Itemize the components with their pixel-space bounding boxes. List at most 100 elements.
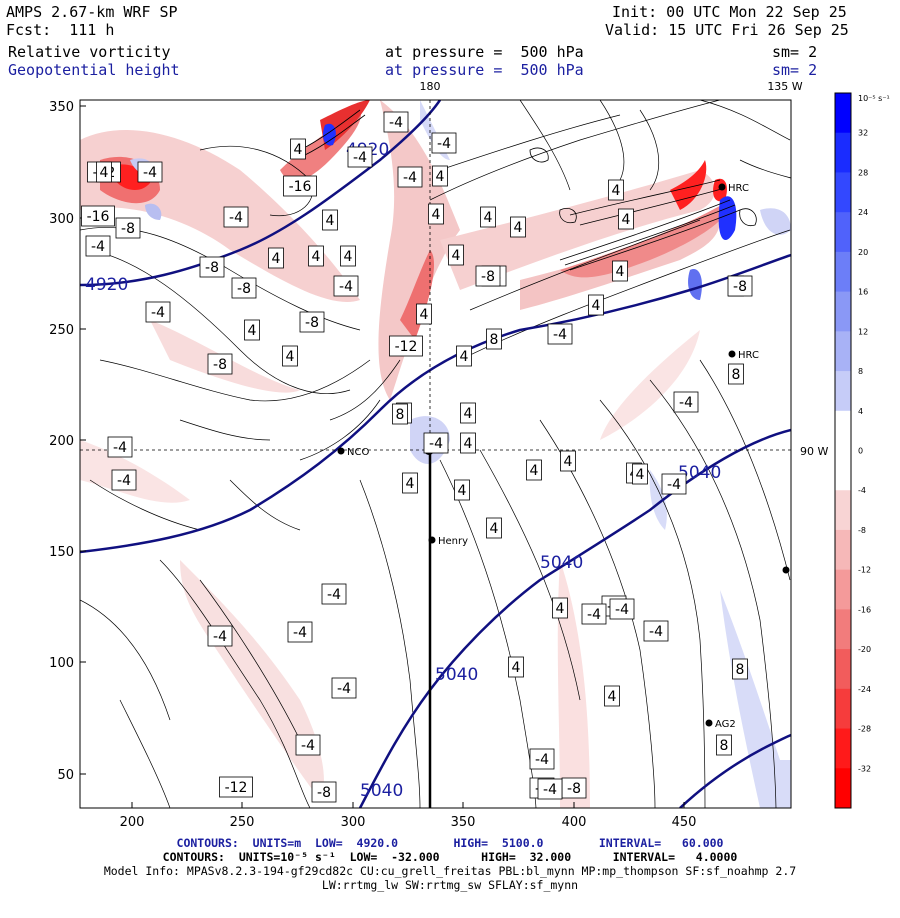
vorticity-label: -4 (643, 620, 669, 642)
station-label: NCO (347, 447, 369, 458)
vorticity-label: -4 (111, 469, 137, 491)
vorticity-label: -4 (397, 166, 423, 188)
colorbar-segment (835, 291, 851, 332)
vorticity-label: -8 (561, 777, 587, 799)
colorbar-tick: -24 (858, 685, 871, 694)
colorbar-tick: 28 (858, 168, 868, 177)
colorbar-segment (835, 132, 851, 173)
vorticity-label: 4 (322, 209, 338, 231)
meridian-135w-label: 135 W (767, 80, 802, 93)
colorbar-tick: 0 (858, 447, 863, 456)
vorticity-label: -4 (333, 275, 359, 297)
svg-text:-4: -4 (151, 305, 165, 321)
vorticity-label: 4 (290, 138, 306, 160)
colorbar-tick: 8 (858, 367, 863, 376)
y-tick: 150 (49, 545, 74, 560)
svg-text:4: 4 (530, 463, 539, 479)
vorticity-label: 4 (460, 402, 476, 424)
svg-text:-8: -8 (733, 279, 747, 295)
svg-text:4: 4 (490, 521, 499, 537)
svg-text:4: 4 (464, 406, 473, 422)
vorticity-label: -8 (199, 256, 225, 278)
vorticity-label: 4 (612, 260, 628, 282)
svg-text:4: 4 (312, 249, 321, 265)
svg-text:-8: -8 (121, 221, 135, 237)
height-label: 5040 (435, 665, 478, 685)
svg-text:4: 4 (460, 349, 469, 365)
meridian-90w-label: 90 W (800, 445, 828, 458)
colorbar-tick: -32 (858, 764, 871, 773)
vorticity-label: 4 (632, 463, 648, 485)
pressure-level-vorticity: at pressure = 500 hPa (385, 43, 584, 61)
vorticity-labels: -12-4-16-8-16-4-8-8-8-8-4-44444-444-4-12… (81, 111, 753, 803)
svg-text:4: 4 (420, 307, 429, 323)
vorticity-label: 4 (432, 165, 448, 187)
colorbar-segment (835, 768, 851, 809)
map-panel: 200 250 300 350 400 450 350 300 250 200 … (49, 80, 828, 830)
x-tick: 250 (230, 815, 255, 830)
svg-text:-12: -12 (395, 339, 418, 355)
vorticity-label: 4 (244, 319, 260, 341)
height-label: 4920 (85, 275, 128, 295)
svg-text:4: 4 (484, 210, 493, 226)
x-tick: 300 (341, 815, 366, 830)
y-tick: 100 (49, 656, 74, 671)
y-tick: 350 (49, 100, 74, 115)
vorticity-label: 4 (604, 685, 620, 707)
height-labels: 4920 4920 5040 5040 5040 5040 (85, 140, 721, 801)
vorticity-label: -4 (295, 734, 321, 756)
svg-text:4: 4 (286, 349, 295, 365)
colorbar-tick: -20 (858, 645, 871, 654)
svg-text:-4: -4 (213, 629, 227, 645)
svg-text:4: 4 (622, 212, 631, 228)
height-label: 5040 (360, 781, 403, 801)
vorticity-label: -4 (321, 583, 347, 605)
vorticity-label: 4 (454, 479, 470, 501)
svg-text:-4: -4 (337, 681, 351, 697)
station-marker (337, 447, 345, 455)
colorbar-segment (835, 649, 851, 690)
meridian-180-label: 180 (420, 80, 441, 93)
svg-text:-4: -4 (113, 440, 127, 456)
vorticity-label: 4 (552, 597, 568, 619)
vorticity-label: 4 (456, 345, 472, 367)
vorticity-label: -4 (547, 323, 573, 345)
vorticity-label: -8 (475, 265, 501, 287)
height-label: 5040 (540, 553, 583, 573)
colorbar-segment (835, 529, 851, 571)
svg-text:-4: -4 (403, 170, 417, 186)
svg-text:-4: -4 (327, 587, 341, 603)
colorbar-tick: -8 (858, 526, 866, 535)
svg-text:-4: -4 (91, 239, 105, 255)
colorbar-segment (835, 410, 851, 451)
vorticity-label: 4 (308, 245, 324, 267)
svg-text:-4: -4 (649, 624, 663, 640)
colorbar-segment (835, 609, 851, 650)
vorticity-label: 4 (588, 294, 604, 316)
vorticity-label: -4 (287, 621, 313, 643)
svg-text:8: 8 (720, 738, 729, 754)
station-marker (718, 183, 726, 191)
station-label: Henry (438, 536, 468, 547)
svg-text:4: 4 (344, 249, 353, 265)
vorticity-label: -4 (609, 598, 635, 620)
colorbar-tick: 32 (858, 129, 868, 138)
station-marker (705, 719, 713, 727)
colorbar-segment (835, 212, 851, 253)
svg-text:-4: -4 (543, 782, 557, 798)
vorticity-label: 4 (402, 472, 418, 494)
forecast-hour: Fcst: 111 h (6, 21, 115, 39)
vorticity-label: -4 (145, 301, 171, 323)
vorticity-label: -8 (207, 353, 233, 375)
colorbar-segment (835, 251, 851, 293)
station-marker (782, 566, 790, 574)
colorbar-segment (835, 450, 851, 491)
valid-time: Valid: 15 UTC Fri 26 Sep 25 (605, 21, 849, 39)
footer-vorticity-contours: CONTOURS: UNITS=10⁻⁵ s⁻¹ LOW= -32.000 HI… (162, 850, 738, 864)
vorticity-label: 4 (460, 432, 476, 454)
y-tick: 50 (57, 768, 74, 783)
vorticity-label: 8 (728, 363, 744, 385)
map-frame (79, 99, 792, 809)
vorticity-label: -8 (727, 275, 753, 297)
height-contours (80, 100, 791, 808)
